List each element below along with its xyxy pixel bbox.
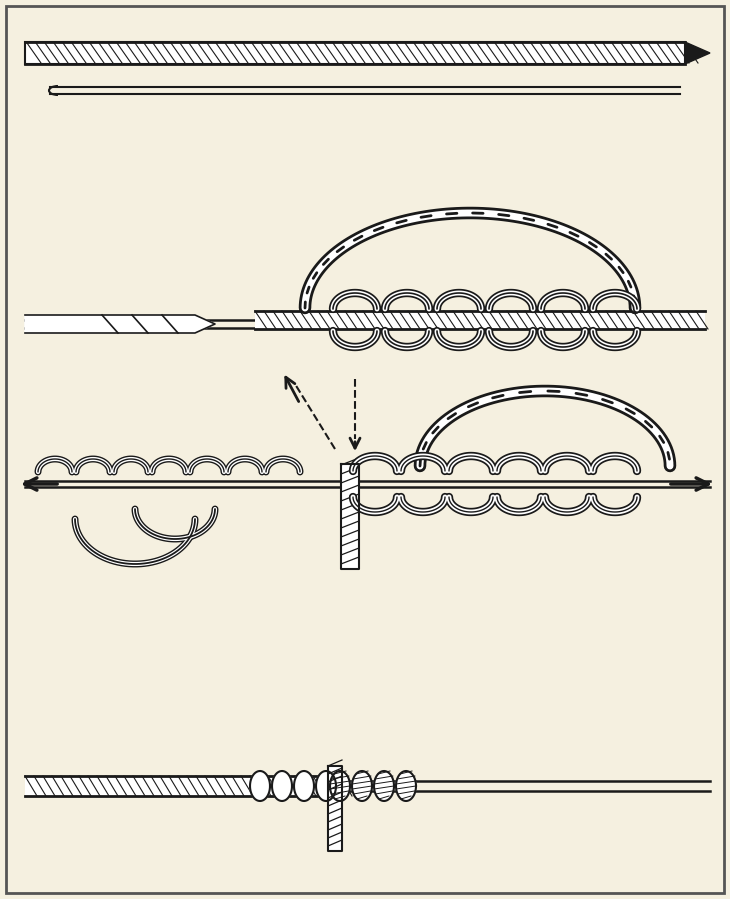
Polygon shape [316,771,336,801]
Polygon shape [330,771,350,801]
Polygon shape [272,771,292,801]
Polygon shape [396,771,416,801]
Polygon shape [250,771,270,801]
Bar [25,42,685,64]
Bar [328,766,342,851]
Polygon shape [294,771,314,801]
Bar [255,311,705,329]
Polygon shape [352,771,372,801]
Bar [341,464,359,569]
Polygon shape [374,771,394,801]
Polygon shape [25,315,215,333]
Polygon shape [685,42,710,64]
Bar [25,776,345,796]
